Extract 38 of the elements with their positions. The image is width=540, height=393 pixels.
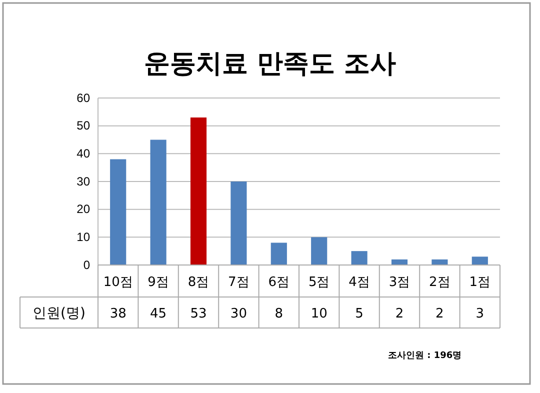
data-label: 2 xyxy=(436,306,444,322)
bar xyxy=(311,237,328,265)
x-tick-label: 7점 xyxy=(228,275,250,290)
x-tick-label: 1점 xyxy=(469,275,491,290)
data-label: 10 xyxy=(310,306,328,322)
data-label: 30 xyxy=(230,306,247,322)
y-tick-label: 30 xyxy=(76,174,90,188)
chart-title: 운동치료 만족도 조사 xyxy=(144,49,396,79)
x-tick-label: 4점 xyxy=(348,275,370,290)
data-label: 38 xyxy=(110,306,126,322)
data-label: 45 xyxy=(150,306,167,322)
bar xyxy=(270,242,287,265)
x-tick-label: 2점 xyxy=(429,275,450,290)
x-tick-label: 9점 xyxy=(148,275,169,290)
x-tick-label: 3점 xyxy=(388,275,410,290)
y-tick-label: 10 xyxy=(76,230,90,244)
bar xyxy=(110,159,126,265)
x-tick-label: 6점 xyxy=(268,275,290,290)
bar xyxy=(190,117,207,265)
text: 인원(명) xyxy=(32,306,86,322)
data-label: 2 xyxy=(395,306,404,322)
bar xyxy=(230,182,247,265)
data-label: 5 xyxy=(355,306,364,322)
bar xyxy=(351,251,368,265)
x-tick-label: 8점 xyxy=(188,275,210,290)
y-tick-label: 40 xyxy=(76,146,90,161)
data-label: 53 xyxy=(190,306,207,322)
text: 조사인원 : 196명 xyxy=(388,351,462,361)
y-tick-label: 20 xyxy=(76,202,90,216)
data-label: 3 xyxy=(476,306,484,322)
y-tick-label: 60 xyxy=(76,90,90,105)
bar xyxy=(472,256,488,265)
y-tick-label: 50 xyxy=(76,118,90,133)
data-label: 8 xyxy=(274,306,284,322)
x-tick-label: 5점 xyxy=(308,275,330,290)
x-tick-label: 10점 xyxy=(103,275,133,290)
y-tick-label: 0 xyxy=(83,258,90,272)
bar xyxy=(150,140,166,265)
